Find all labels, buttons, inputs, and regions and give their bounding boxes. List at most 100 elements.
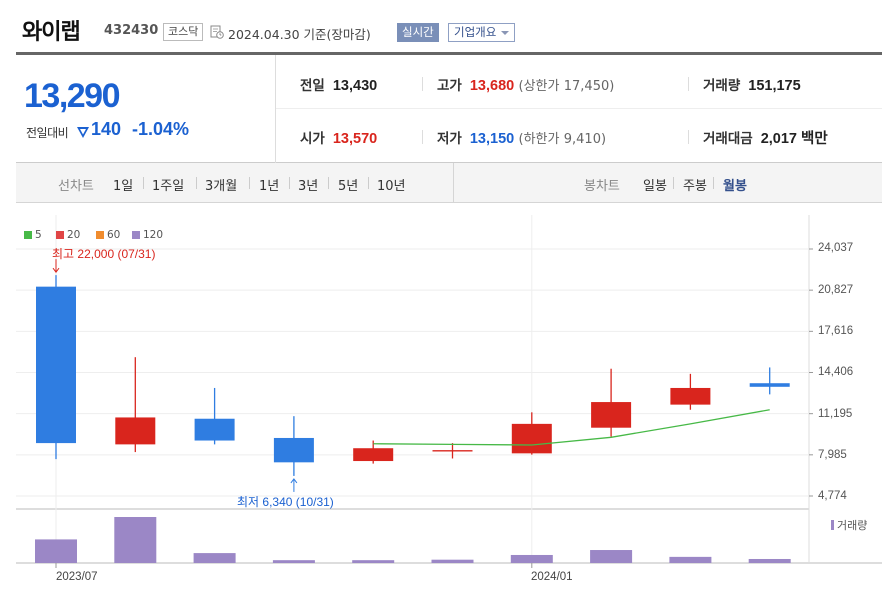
chevron-down-icon	[501, 31, 510, 35]
legend-ma60: 60	[96, 229, 120, 241]
current-price: 13,290	[24, 77, 121, 115]
prev-close-value: 13,430	[332, 78, 378, 94]
legend-swatch	[132, 231, 140, 239]
volume-bar	[352, 560, 395, 563]
toolbar-separator	[673, 177, 674, 189]
toolbar-divider	[453, 163, 454, 203]
lower-limit-value: 9,410)	[563, 132, 607, 147]
ma5-line	[373, 409, 770, 446]
period-5y[interactable]: 5년	[338, 179, 359, 194]
y-tick-label: 11,195	[818, 408, 853, 420]
change-amount: 140	[91, 119, 122, 139]
toolbar-separator	[143, 177, 144, 189]
toolbar-separator	[196, 177, 197, 189]
volume-label: 거래량	[703, 78, 741, 94]
legend-swatch	[96, 231, 104, 239]
legend-swatch	[56, 231, 64, 239]
period-3m[interactable]: 3개월	[205, 179, 238, 194]
y-tick-label: 17,616	[818, 325, 854, 337]
stock-name: 와이랩	[22, 20, 81, 45]
low-cell: 저가 13,150 (하한가 9,410)	[437, 127, 606, 147]
candle-body	[273, 437, 314, 463]
toolbar-separator	[289, 177, 290, 189]
lower-limit-label: (하한가	[518, 132, 560, 147]
x-tick-label: 2024/01	[531, 571, 573, 583]
period-1y[interactable]: 1년	[259, 179, 280, 194]
prev-close-cell: 전일 13,430	[300, 74, 377, 94]
upper-limit-label: (상한가	[518, 79, 560, 94]
volume-bar	[114, 517, 157, 563]
y-tick-label: 7,985	[818, 449, 847, 461]
volume-legend-swatch	[831, 520, 834, 530]
period-10y[interactable]: 10년	[377, 179, 406, 194]
y-tick-label: 24,037	[818, 242, 854, 254]
toolbar-separator	[249, 177, 250, 189]
realtime-button[interactable]: 실시간	[397, 23, 439, 42]
period-1w[interactable]: 1주일	[152, 179, 185, 194]
quote-panel: 13,290 전일대비 140 -1.04% 전일 13,430 고가 13,680…	[16, 55, 882, 163]
legend-ma20: 20	[56, 229, 80, 241]
stock-code: 432430	[104, 23, 159, 38]
toolbar-separator	[713, 177, 714, 189]
trade-value-label: 거래대금	[703, 131, 753, 147]
down-triangle-icon	[77, 127, 89, 138]
volume-legend: 거래량	[831, 517, 867, 533]
high-cell: 고가 13,680 (상한가 17,450)	[437, 74, 614, 94]
candle-body	[115, 417, 156, 445]
legend-label: 20	[67, 229, 81, 241]
y-tick-label: 20,827	[818, 284, 854, 296]
legend-label: 120	[143, 229, 164, 241]
legend-label: 5	[35, 229, 42, 241]
period-1d[interactable]: 1일	[113, 179, 134, 194]
y-tick-label: 14,406	[818, 366, 854, 378]
y-tick-label: 4,774	[818, 490, 847, 502]
candle-body	[511, 423, 552, 454]
toolbar-separator	[328, 177, 329, 189]
quote-separator	[688, 77, 689, 91]
legend-ma5: 5	[24, 229, 42, 241]
trade-value-cell: 거래대금 2,017 백만	[703, 127, 828, 148]
volume-bar	[748, 558, 791, 563]
quote-separator	[422, 77, 423, 91]
open-label: 시가	[300, 131, 325, 147]
min-price-annotation: 최저 6,340 (10/31)	[237, 495, 334, 509]
volume-bar	[510, 554, 553, 563]
trade-value-value: 2,017 백만	[760, 131, 828, 147]
volume-cell: 거래량 151,175	[703, 74, 801, 94]
period-3y[interactable]: 3년	[298, 179, 319, 194]
toolbar-separator	[368, 177, 369, 189]
volume-bar	[590, 550, 633, 563]
candle-chart-label[interactable]: 봉차트	[584, 179, 620, 194]
candle-body	[670, 387, 711, 405]
low-value: 13,150	[469, 131, 515, 147]
max-arrow-head	[52, 267, 60, 273]
change-label: 전일대비	[26, 126, 69, 140]
prev-close-label: 전일	[300, 78, 325, 94]
candle-daily[interactable]: 일봉	[643, 179, 667, 194]
max-price-annotation: 최고 22,000 (07/31)	[52, 247, 156, 261]
upper-limit-value: 17,450)	[563, 79, 615, 94]
volume-legend-label: 거래량	[837, 519, 868, 532]
stock-header: 와이랩 432430 코스닥 2024.04.30 기준(장마감) 실시간 기업…	[0, 0, 882, 55]
date-text: 2024.04.30 기준(장마감)	[228, 27, 371, 42]
candle-weekly[interactable]: 주봉	[683, 179, 707, 194]
quote-separator	[422, 130, 423, 144]
candle-body	[353, 448, 394, 462]
company-overview-dropdown[interactable]: 기업개요	[448, 23, 516, 42]
legend-ma120: 120	[132, 229, 163, 241]
open-cell: 시가 13,570	[300, 127, 377, 147]
high-value: 13,680	[469, 78, 515, 94]
candle-monthly[interactable]: 월봉	[723, 179, 747, 194]
volume-bar	[431, 559, 474, 563]
candle-body	[591, 402, 632, 428]
legend-swatch	[24, 231, 32, 239]
volume-value: 151,175	[748, 78, 801, 94]
line-chart-label[interactable]: 선차트	[58, 179, 94, 194]
candlestick-chart	[16, 215, 882, 568]
x-tick-label: 2023/07	[56, 571, 98, 583]
legend-label: 60	[107, 229, 121, 241]
candle-body	[36, 286, 76, 444]
market-badge: 코스닥	[163, 23, 204, 41]
min-arrow-head	[290, 478, 298, 484]
